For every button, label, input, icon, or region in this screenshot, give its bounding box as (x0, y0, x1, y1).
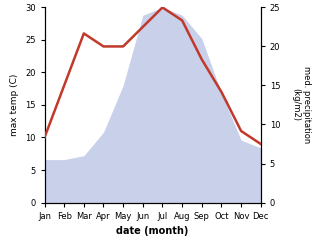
Y-axis label: med. precipitation
(kg/m2): med. precipitation (kg/m2) (291, 66, 311, 144)
X-axis label: date (month): date (month) (116, 226, 189, 236)
Y-axis label: max temp (C): max temp (C) (10, 74, 19, 136)
